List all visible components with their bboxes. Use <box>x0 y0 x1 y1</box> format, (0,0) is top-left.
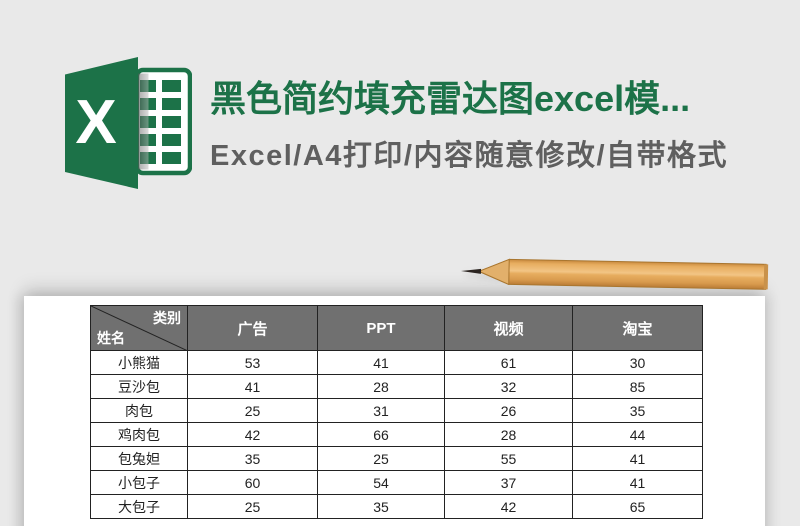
svg-text:X: X <box>75 88 116 157</box>
